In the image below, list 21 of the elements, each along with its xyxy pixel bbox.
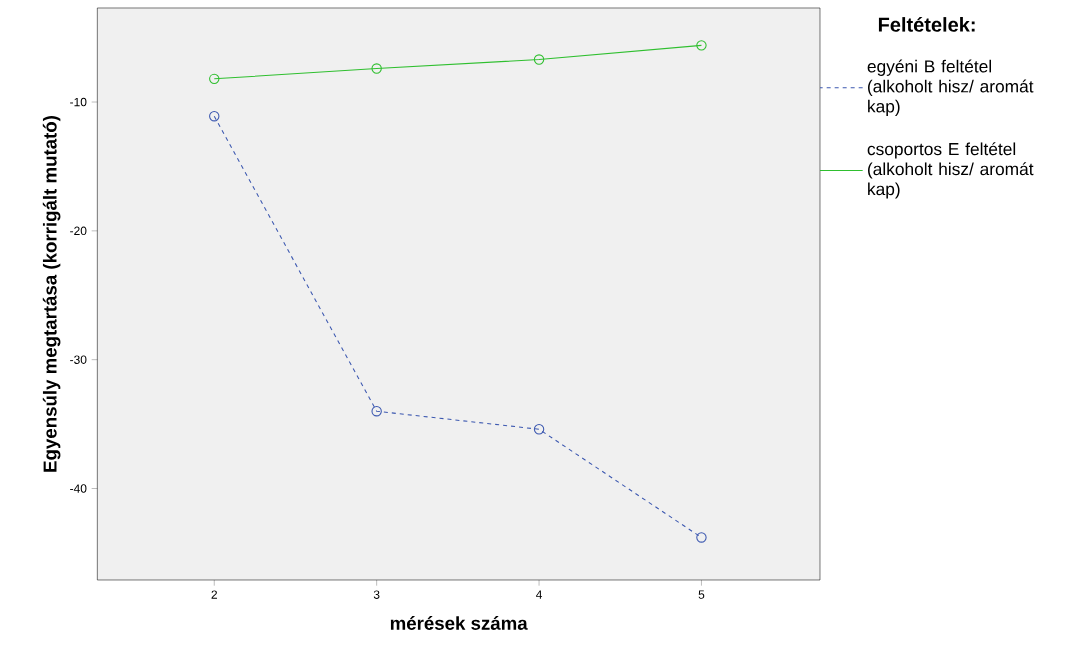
legend-label: csoportos E feltétel (alkoholt hisz/ aromát kap) xyxy=(867,142,1034,199)
x-tick-label: 5 xyxy=(698,590,705,599)
y-tick-label: -10 xyxy=(70,97,87,107)
legend-title: Feltételek: xyxy=(878,16,975,32)
point xyxy=(371,406,382,417)
point xyxy=(371,63,382,74)
y-tick-label: -30 xyxy=(70,355,87,364)
point xyxy=(209,73,220,85)
point xyxy=(533,424,545,435)
y-tick-label: -40 xyxy=(70,484,87,493)
point xyxy=(696,40,707,51)
point xyxy=(696,532,707,543)
point xyxy=(533,54,545,65)
y-axis-title: Egyensúly megtartása (korrigált mutató) xyxy=(42,116,61,472)
point xyxy=(209,110,220,122)
x-axis-title: mérések száma xyxy=(390,616,528,630)
x-tick-label: 2 xyxy=(211,590,217,599)
y-tick-label: -20 xyxy=(70,226,87,236)
x-tick-label: 4 xyxy=(535,590,543,599)
x-tick-label: 3 xyxy=(373,590,380,599)
legend-label: egyéni B feltétel (alkoholt hisz/ aromát kap) xyxy=(867,59,1034,116)
